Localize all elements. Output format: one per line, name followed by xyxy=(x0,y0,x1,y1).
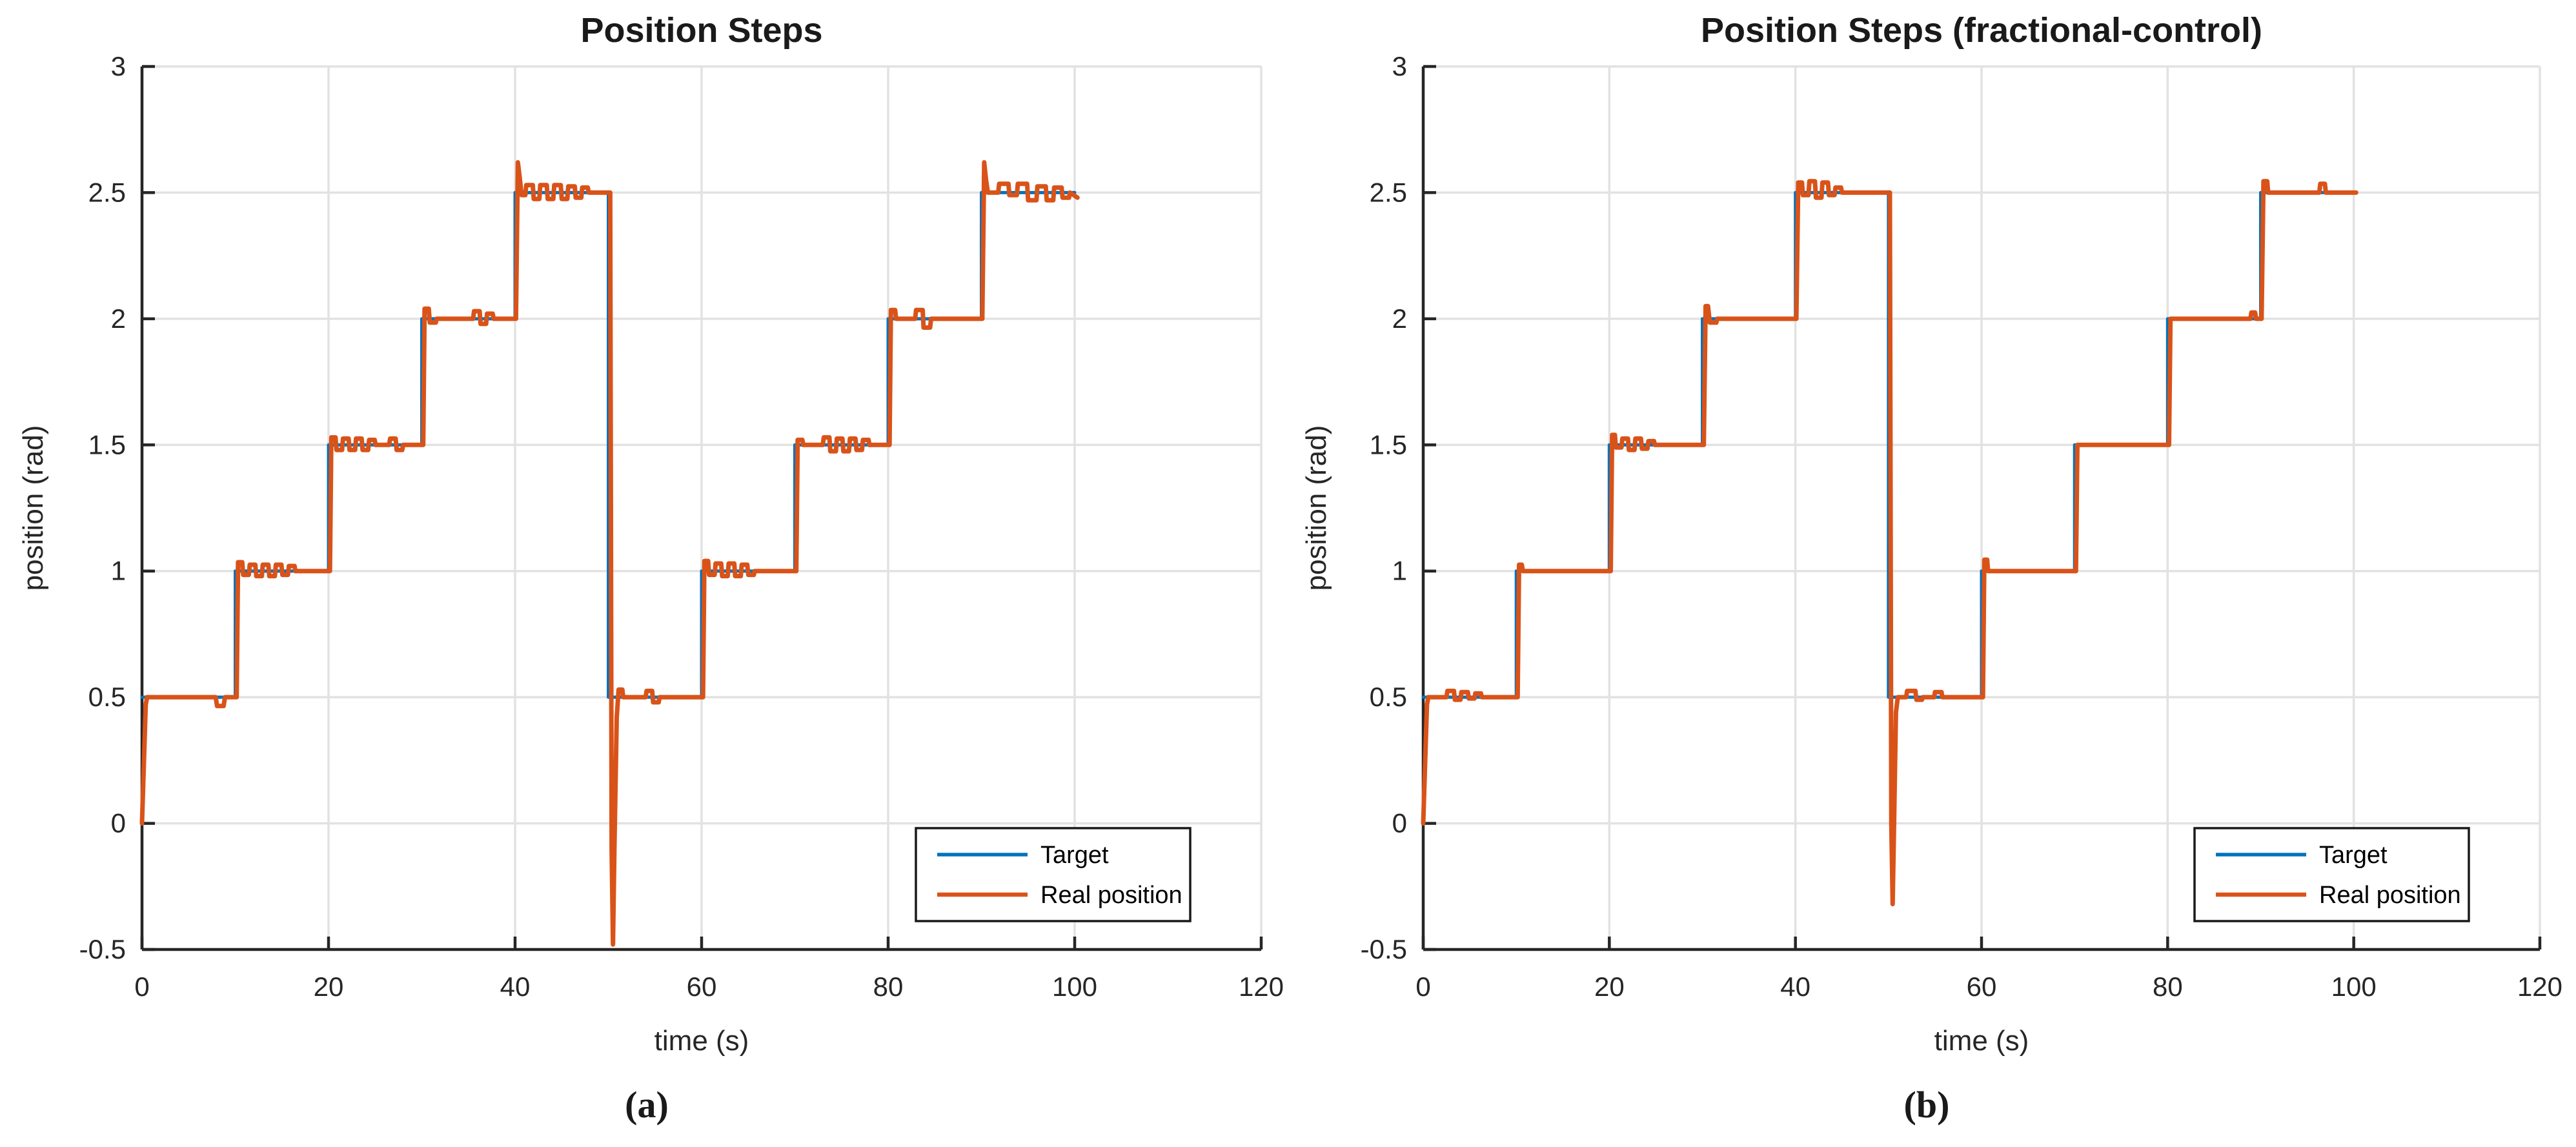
plot-a-ylabel: position (rad) xyxy=(17,425,49,591)
y-tick-label: 2 xyxy=(111,303,126,334)
plot-b-caption: (b) xyxy=(1903,1084,1950,1126)
plot-b-title: Position Steps (fractional-control) xyxy=(1700,11,2263,50)
x-tick-label: 100 xyxy=(1052,971,1097,1002)
x-tick-label: 80 xyxy=(2153,971,2183,1002)
x-tick-label: 120 xyxy=(1239,971,1284,1002)
y-tick-label: 1.5 xyxy=(1370,429,1407,460)
legend-box xyxy=(915,827,1192,922)
plot-a-caption: (a) xyxy=(625,1084,669,1126)
y-tick-label: 0.5 xyxy=(1370,682,1407,712)
y-tick-label: 2.5 xyxy=(1370,177,1407,207)
plot-a-xlabel: time (s) xyxy=(654,1025,749,1057)
y-tick-label: 3 xyxy=(111,51,126,81)
legend-label: Target xyxy=(2319,842,2388,869)
x-tick-label: 100 xyxy=(2331,971,2377,1002)
plot-a-title: Position Steps xyxy=(580,11,823,50)
legend-label: Target xyxy=(1040,842,1109,869)
plot-panel-b: 0 20 40 60 80 100 120 -0.5 0 0.5 1 1.5 2 2.5 3 Target Re… xyxy=(1361,51,2562,1002)
y-tick-label: 0.5 xyxy=(88,682,126,712)
x-tick-label: 20 xyxy=(1594,971,1625,1002)
y-tick-label: 3 xyxy=(1392,51,1407,81)
series-line-real-position xyxy=(1421,179,2358,907)
y-tick-label: 1 xyxy=(111,556,126,586)
x-tick-label: 20 xyxy=(314,971,344,1002)
x-tick-label: 60 xyxy=(687,971,717,1002)
y-tick-label: 0 xyxy=(1392,808,1407,838)
x-tick-label: 60 xyxy=(1967,971,1997,1002)
legend-label: Real position xyxy=(2319,882,2461,909)
series-line-real-position xyxy=(139,160,1080,947)
plot-panel-a: 0 20 40 60 80 100 120 -0.5 0 0.5 1 1.5 2 2.5 3 Target Re… xyxy=(79,51,1284,1002)
x-tick-label: 120 xyxy=(2517,971,2562,1002)
y-tick-label: 2.5 xyxy=(88,177,126,207)
x-tick-label: 80 xyxy=(873,971,904,1002)
plot-b-ylabel: position (rad) xyxy=(1301,425,1332,591)
x-tick-label: 0 xyxy=(134,971,149,1002)
legend-label: Real position xyxy=(1040,882,1182,909)
x-tick-label: 40 xyxy=(500,971,531,1002)
y-tick-label: 0 xyxy=(111,808,126,838)
y-tick-label: 1.5 xyxy=(88,429,126,460)
x-tick-label: 40 xyxy=(1780,971,1810,1002)
x-tick-label: 0 xyxy=(1415,971,1430,1002)
y-tick-label: -0.5 xyxy=(1361,934,1407,964)
plot-b-xlabel: time (s) xyxy=(1934,1025,2029,1057)
legend-box xyxy=(2193,827,2470,922)
y-tick-label: 1 xyxy=(1392,556,1407,586)
y-tick-label: -0.5 xyxy=(79,934,126,964)
y-tick-label: 2 xyxy=(1392,303,1407,334)
